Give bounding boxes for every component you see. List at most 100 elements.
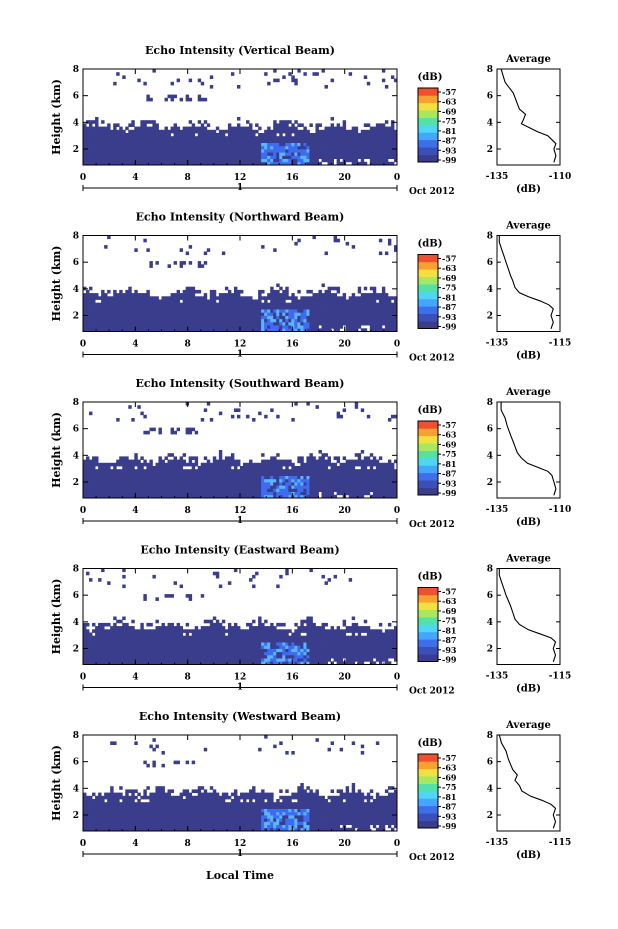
- heatmap-cell: [86, 632, 90, 637]
- heatmap-cell: [366, 145, 371, 150]
- heatmap-cell: [236, 289, 241, 294]
- heatmap-cell: [152, 305, 156, 310]
- heatmap-cell: [306, 315, 310, 320]
- heatmap-cell: [92, 642, 96, 646]
- heatmap-cell: [134, 152, 138, 156]
- heatmap-cell: [197, 305, 202, 310]
- heatmap-cell: [92, 312, 96, 316]
- heatmap-cell: [339, 139, 344, 143]
- heatmap-cell: [215, 145, 220, 150]
- heatmap-cell: [137, 328, 141, 332]
- heatmap-cell: [164, 126, 168, 131]
- heatmap-cell: [267, 462, 271, 467]
- heatmap-cell: [128, 289, 132, 294]
- heatmap-cell: [246, 158, 250, 163]
- heatmap-cell: [363, 321, 368, 326]
- heatmap-cell: [246, 133, 250, 137]
- heatmap-cell: [348, 482, 353, 486]
- heatmap-cell: [146, 315, 150, 320]
- heatmap-cell: [173, 632, 177, 637]
- heatmap-cell: [221, 325, 226, 329]
- heatmap-cell: [152, 632, 156, 637]
- heatmap-cell: [221, 491, 226, 496]
- heatmap-cell: [390, 161, 395, 166]
- heatmap-cell: [345, 142, 350, 147]
- heatmap-cell: [384, 488, 389, 492]
- heatmap-cell: [200, 142, 205, 147]
- heatmap-cell: [128, 478, 132, 483]
- heatmap-cell: [384, 120, 389, 124]
- heatmap-cell: [348, 485, 353, 489]
- heatmap-cell: [194, 488, 199, 492]
- heatmap-cell: [200, 155, 205, 159]
- heatmap-cell: [224, 302, 229, 307]
- heatmap-cell: [384, 475, 389, 480]
- heatmap-cell: [182, 289, 187, 294]
- heatmap-cell: [351, 152, 356, 156]
- heatmap-cell: [330, 293, 334, 297]
- heatmap-cell: [203, 654, 208, 659]
- heatmap-cell: [167, 312, 171, 316]
- heatmap-cell: [297, 152, 301, 156]
- heatmap-cell: [300, 328, 304, 332]
- heatmap-cell: [351, 158, 356, 163]
- heatmap-cell: [390, 75, 395, 79]
- heatmap-cell: [381, 286, 386, 291]
- heatmap-cell: [203, 142, 208, 147]
- heatmap-cell: [227, 661, 232, 665]
- heatmap-cell: [194, 302, 199, 307]
- heatmap-cell: [372, 161, 377, 166]
- heatmap-cell: [158, 469, 162, 473]
- heatmap-cell: [191, 632, 196, 637]
- heatmap-cell: [137, 491, 141, 496]
- heatmap-cell: [140, 305, 144, 310]
- heatmap-cell: [89, 123, 93, 127]
- heatmap-cell: [288, 149, 292, 153]
- heatmap-cell: [200, 488, 205, 492]
- heatmap-cell: [197, 78, 202, 83]
- heatmap-cell: [107, 491, 111, 496]
- heatmap-cell: [381, 139, 386, 143]
- heatmap-cell: [203, 293, 208, 297]
- heatmap-cell: [89, 635, 93, 640]
- heatmap-cell: [387, 318, 392, 323]
- heatmap-cell: [125, 312, 129, 316]
- heatmap-cell: [309, 299, 313, 304]
- heatmap-cell: [309, 305, 313, 310]
- heatmap-cell: [351, 293, 356, 297]
- heatmap-cell: [206, 459, 211, 464]
- heatmap-cell: [119, 126, 123, 131]
- heatmap-cell: [203, 321, 208, 326]
- heatmap-cell: [215, 126, 220, 131]
- heatmap-cell: [258, 296, 262, 300]
- heatmap-cell: [107, 318, 111, 323]
- heatmap-cell: [351, 305, 356, 310]
- heatmap-cell: [393, 296, 398, 300]
- heatmap-cell: [288, 72, 292, 76]
- heatmap-cell: [230, 635, 235, 640]
- heatmap-cell: [125, 305, 129, 310]
- heatmap-cell: [209, 632, 214, 637]
- heatmap-cell: [312, 318, 316, 323]
- profile-x-label: (dB): [516, 351, 541, 362]
- heatmap-cell: [306, 142, 310, 147]
- heatmap-cell: [309, 488, 313, 492]
- heatmap-cell: [128, 485, 132, 489]
- heatmap-cell: [113, 126, 117, 131]
- heatmap-cell: [119, 145, 123, 150]
- heatmap-cell: [176, 152, 181, 156]
- heatmap-cell: [101, 568, 105, 573]
- heatmap-cell: [89, 469, 93, 473]
- heatmap-cell: [101, 161, 105, 166]
- heatmap-cell: [221, 299, 226, 304]
- y-tick-label: 8: [73, 398, 79, 408]
- heatmap-cell: [86, 651, 90, 656]
- heatmap-cell: [240, 478, 244, 483]
- heatmap-cell: [246, 414, 250, 419]
- heatmap-cell: [249, 149, 253, 153]
- heatmap-cell: [209, 315, 214, 320]
- heatmap-cell: [381, 296, 386, 300]
- heatmap-cell: [378, 293, 383, 297]
- heatmap-cell: [285, 475, 289, 480]
- heatmap-cell: [276, 462, 280, 467]
